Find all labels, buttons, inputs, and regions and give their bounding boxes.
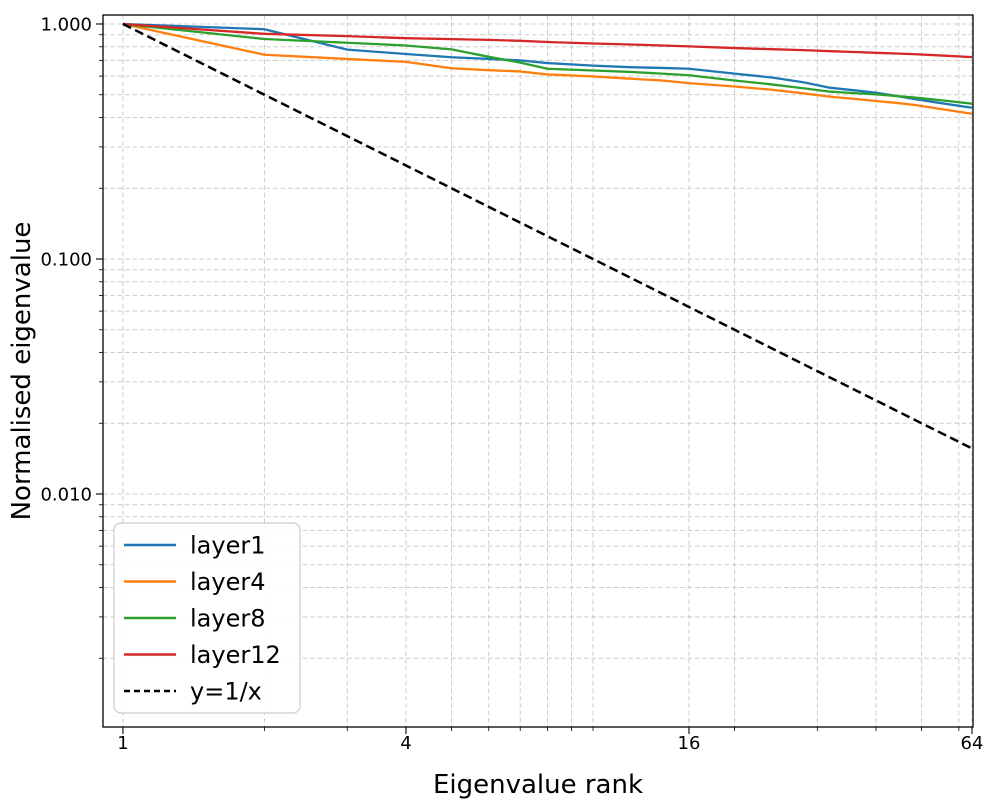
x-tick-label: 4	[400, 733, 411, 754]
x-tick-label: 64	[961, 733, 984, 754]
y-tick-label: 0.010	[40, 484, 92, 505]
x-tick-label: 1	[117, 733, 128, 754]
y-axis-label: Normalised eigenvalue	[7, 222, 37, 521]
y-tick-label: 1.000	[40, 14, 92, 35]
legend-label: layer12	[190, 641, 281, 669]
legend: layer1 layer4 layer8 layer12 y=1/x	[113, 522, 301, 714]
legend-label: y=1/x	[190, 678, 262, 706]
legend-box	[113, 522, 301, 714]
x-tick-label: 16	[678, 733, 701, 754]
legend-label: layer1	[190, 532, 265, 560]
legend-label: layer4	[190, 568, 265, 596]
tick-labels: 1 4 16 64 1.000 0.100 0.010	[40, 14, 983, 753]
series-lines	[122, 22, 973, 450]
series-line-layer4	[122, 22, 973, 115]
plot-border	[102, 14, 974, 728]
ticks	[96, 23, 973, 734]
legend-label: layer8	[190, 605, 265, 633]
series-line-y-1-x	[122, 22, 973, 450]
y-tick-label: 0.100	[40, 249, 92, 270]
series-line-layer12	[122, 22, 973, 59]
series-line-layer8	[122, 22, 973, 105]
x-axis-label: Eigenvalue rank	[433, 770, 643, 800]
